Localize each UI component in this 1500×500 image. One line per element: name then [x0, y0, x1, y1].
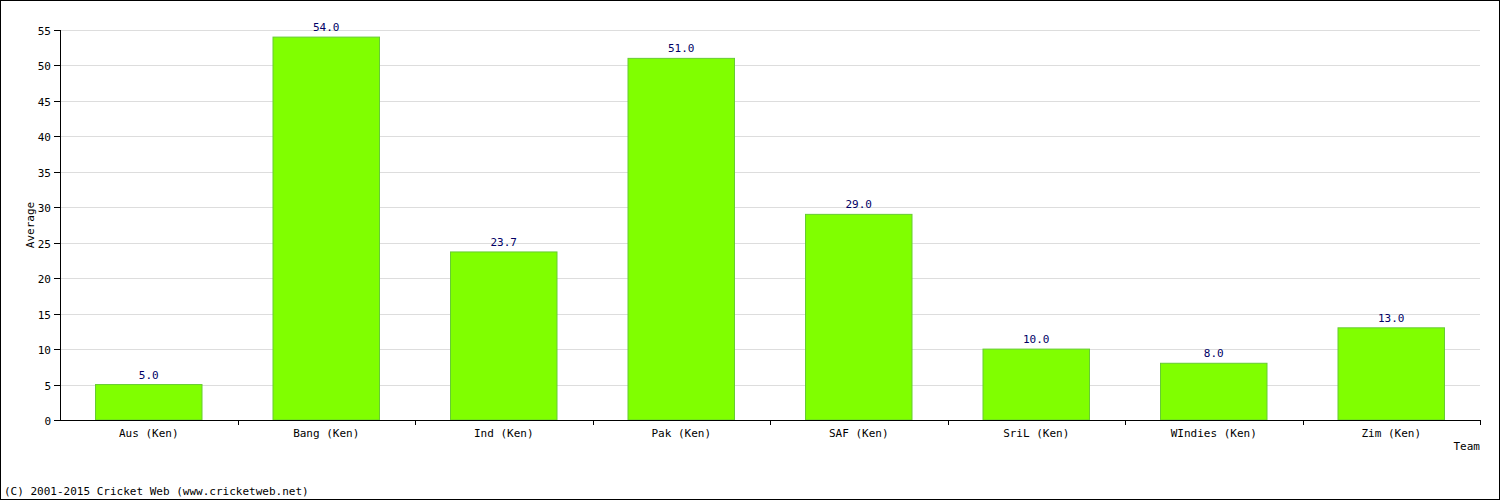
- x-tick: [770, 420, 771, 425]
- x-tick: [415, 420, 416, 425]
- data-label: 54.0: [313, 21, 340, 34]
- x-tick: [1303, 420, 1304, 425]
- y-tick-label: 50: [38, 60, 51, 73]
- y-tick: [54, 207, 60, 208]
- x-tick: [948, 420, 949, 425]
- y-tick: [54, 172, 60, 173]
- data-label: 8.0: [1204, 347, 1224, 360]
- y-tick-label: 25: [38, 238, 51, 251]
- y-axis-label: Average: [24, 202, 37, 248]
- bar: [451, 252, 558, 420]
- y-tick-label: 40: [38, 131, 51, 144]
- y-tick: [54, 278, 60, 279]
- x-tick: [593, 420, 594, 425]
- x-tick-label: Pak (Ken): [651, 427, 711, 440]
- bar: [273, 37, 380, 420]
- x-tick-label: SriL (Ken): [1003, 427, 1069, 440]
- y-tick: [54, 136, 60, 137]
- x-tick: [238, 420, 239, 425]
- x-tick-label: Aus (Ken): [119, 427, 179, 440]
- y-tick-label: 55: [38, 25, 51, 38]
- y-tick-label: 5: [44, 380, 51, 393]
- bar: [806, 214, 913, 420]
- bar: [96, 385, 203, 420]
- y-tick-label: 45: [38, 96, 51, 109]
- x-tick-label: WIndies (Ken): [1171, 427, 1257, 440]
- chart: 0 5 10 15 20 25 30 35 40 45 50 55 5.0 54.0 23.7 51.0 29.…: [0, 0, 1500, 500]
- data-label: 29.0: [846, 198, 873, 211]
- data-label: 51.0: [668, 42, 695, 55]
- bar: [628, 58, 735, 420]
- frame: [1, 1, 1500, 500]
- annotation: (C) 2001-2015 Cricket Web (www.cricketwe…: [4, 485, 309, 498]
- y-tick: [54, 30, 60, 31]
- y-tick: [54, 349, 60, 350]
- y-tick: [54, 314, 60, 315]
- bar: [983, 349, 1090, 420]
- bar: [1161, 363, 1268, 420]
- x-axis-label: Team: [1454, 440, 1481, 453]
- x-tick: [1480, 420, 1481, 425]
- y-axis: [60, 30, 61, 420]
- y-tick-label: 35: [38, 167, 51, 180]
- bars: [96, 37, 1445, 420]
- data-label: 23.7: [491, 236, 518, 249]
- x-tick-label: Zim (Ken): [1361, 427, 1421, 440]
- bar: [1338, 328, 1445, 420]
- y-tick: [54, 101, 60, 102]
- data-label: 5.0: [139, 369, 159, 382]
- y-tick: [54, 385, 60, 386]
- x-tick: [1125, 420, 1126, 425]
- x-tick-label: Ind (Ken): [474, 427, 534, 440]
- y-tick-label: 0: [44, 415, 51, 428]
- y-tick: [54, 243, 60, 244]
- y-tick-label: 10: [38, 344, 51, 357]
- y-tick-label: 30: [38, 202, 51, 215]
- y-tick: [54, 420, 60, 421]
- x-tick-label: Bang (Ken): [293, 427, 359, 440]
- grid-line: [60, 30, 1480, 31]
- data-label: 10.0: [1023, 333, 1050, 346]
- x-tick-label: SAF (Ken): [829, 427, 889, 440]
- y-tick: [54, 65, 60, 66]
- data-label: 13.0: [1378, 312, 1405, 325]
- y-tick-label: 15: [38, 309, 51, 322]
- y-tick-label: 20: [38, 273, 51, 286]
